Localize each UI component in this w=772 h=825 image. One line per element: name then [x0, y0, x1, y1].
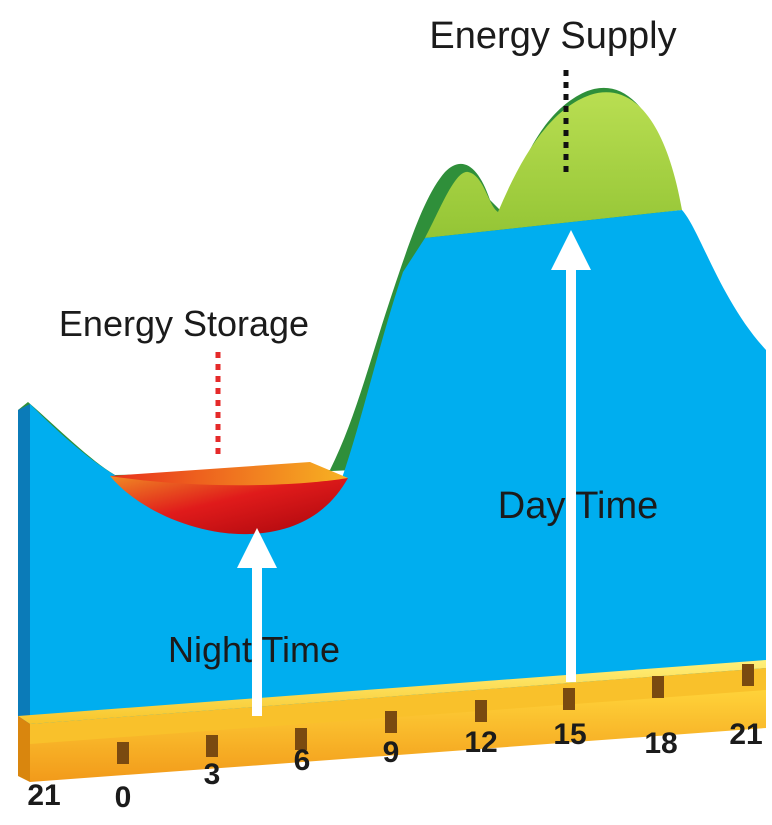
night-time-label: Night Time	[168, 629, 340, 670]
time-slot	[742, 664, 754, 686]
time-slot	[475, 700, 487, 722]
time-slot	[385, 711, 397, 733]
supply-area	[425, 92, 682, 239]
energy-supply-label: Energy Supply	[429, 15, 676, 57]
time-slot	[652, 676, 664, 698]
time-slot	[117, 742, 129, 764]
time-bar-side	[18, 716, 30, 782]
day-time-label: Day Time	[498, 485, 658, 527]
time-bar-face-band	[30, 668, 766, 744]
time-slot	[295, 728, 307, 750]
time-tick: 12	[464, 726, 497, 759]
energy-storage-bowl	[110, 476, 348, 535]
time-tick: 21	[27, 779, 60, 812]
time-tick: 18	[644, 727, 677, 760]
time-tick: 15	[553, 718, 586, 751]
time-tick: 6	[294, 744, 311, 777]
energy-storage-lid	[110, 462, 348, 486]
time-tick: 21	[729, 718, 762, 751]
time-tick: 3	[204, 758, 221, 791]
time-tick: 9	[383, 736, 400, 769]
demand-area	[30, 210, 766, 742]
time-bar-front	[30, 688, 766, 782]
block-left-side	[18, 404, 30, 748]
time-slots	[117, 664, 754, 764]
time-tick: 0	[115, 781, 132, 814]
energy-storage-label: Energy Storage	[59, 303, 309, 344]
time-axis: 21 0 3 6 9 12 15 18 21	[27, 718, 762, 814]
time-slot	[563, 688, 575, 710]
time-bar-top	[18, 660, 766, 724]
time-slot	[206, 735, 218, 757]
